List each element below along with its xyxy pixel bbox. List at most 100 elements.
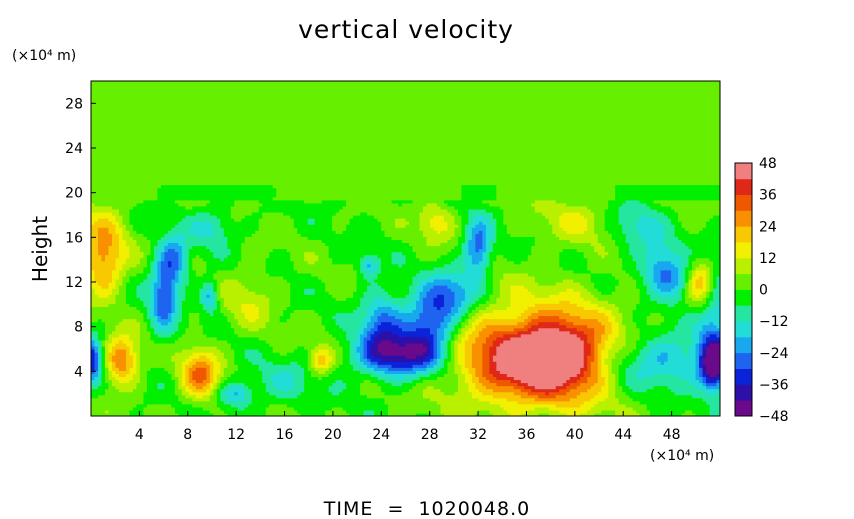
heatmap-cell [139,282,152,286]
heatmap-cell [171,303,176,307]
heatmap-cell [153,330,176,335]
heatmap-cell [370,263,379,268]
heatmap-cell [471,221,480,225]
heatmap-cell [506,306,529,311]
heatmap-cell [209,370,214,374]
heatmap-cell [150,263,155,268]
heatmap-cell [202,406,221,411]
heatmap-cell [143,278,152,283]
heatmap-cell [706,221,720,225]
x-tick-label: 48 [663,427,681,443]
heatmap-cell [569,330,585,335]
heatmap-cell [97,239,113,244]
heatmap-cell [429,361,438,365]
heatmap-cell [461,187,497,192]
heatmap-cell [216,388,221,393]
heatmap-cell [213,251,232,256]
heatmap-cell [636,342,648,347]
heatmap-cell [496,221,504,225]
heatmap-cell [489,370,501,374]
heatmap-cell [492,373,508,378]
heatmap-cell [244,215,263,219]
heatmap-cell [91,87,720,91]
heatmap-cell [146,379,176,384]
heatmap-cell [457,373,466,378]
heatmap-cell [681,345,690,350]
heatmap-cell [702,291,707,295]
heatmap-cell [422,303,435,307]
heatmap-cell [185,288,200,292]
heatmap-cell [639,218,658,222]
heatmap-cell [422,297,435,301]
heatmap-cell [699,352,704,356]
heatmap-cell [139,376,148,381]
heatmap-cell [108,355,113,359]
heatmap-cell [398,324,442,329]
heatmap-cell [304,376,319,381]
heatmap-cell [492,288,501,292]
heatmap-cell [153,260,158,265]
heatmap-cell [615,376,620,381]
heatmap-cell [461,215,469,219]
heatmap-cell [503,218,550,222]
heatmap-cell [97,318,103,323]
heatmap-cell [377,266,382,271]
heatmap-cell [604,248,620,253]
heatmap-cell [178,309,183,314]
heatmap-cell [353,349,358,353]
heatmap-cell [129,345,134,350]
heatmap-cell [597,370,602,374]
heatmap-cell [381,224,396,228]
heatmap-cell [174,352,193,356]
heatmap-cell [657,208,676,213]
heatmap-cell [188,312,200,317]
heatmap-cell [706,275,711,280]
heatmap-cell [377,306,393,311]
heatmap-cell [433,333,438,338]
heatmap-cell [111,211,120,216]
heatmap-cell [139,327,148,332]
colorbar-swatch [735,336,752,354]
heatmap-cell [237,260,267,265]
heatmap-cell [104,339,113,344]
heatmap-cell [660,333,693,338]
heatmap-cell [646,266,655,271]
heatmap-cell [174,330,186,335]
heatmap-cell [164,257,179,262]
heatmap-cell [597,367,602,371]
heatmap-cell [146,324,152,329]
heatmap-cell [419,211,452,216]
heatmap-cell [464,248,469,253]
heatmap-cell [241,303,256,307]
heatmap-cell [150,245,155,250]
heatmap-cell [447,361,456,365]
heatmap-cell [587,205,609,210]
heatmap-cell [139,330,152,335]
heatmap-cell [604,254,620,259]
heatmap-cell [360,339,365,344]
heatmap-cell [440,349,445,353]
heatmap-cell [258,221,295,225]
heatmap-cell [534,385,557,390]
heatmap-cell [258,364,302,368]
heatmap-cell [321,318,337,323]
heatmap-cell [153,254,158,259]
heatmap-cell [510,297,585,301]
heatmap-cell [377,376,393,381]
heatmap-cell [604,224,623,228]
heatmap-cell [611,309,620,314]
heatmap-cell [293,309,316,314]
heatmap-cell [223,230,256,234]
heatmap-cell [153,282,162,286]
heatmap-cell [188,318,200,323]
y-tick-label: 24 [65,141,83,157]
heatmap-cell [405,303,417,307]
heatmap-cell [692,297,704,301]
heatmap-cell [503,406,536,411]
heatmap-cell [363,291,389,295]
heatmap-cell [304,254,319,259]
heatmap-cell [318,376,323,381]
heatmap-cell [478,409,490,414]
heatmap-cell [125,242,138,247]
heatmap-cell [111,330,141,335]
